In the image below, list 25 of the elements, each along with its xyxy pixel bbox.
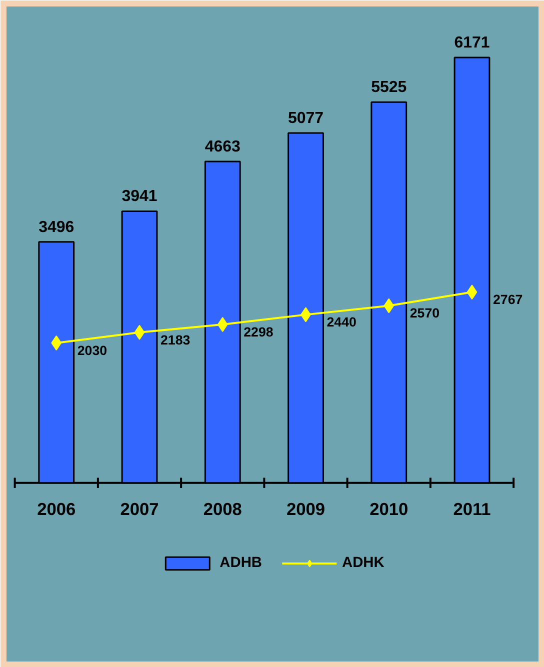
data-label: 3496 [38, 218, 74, 236]
data-label: 2298 [244, 324, 274, 340]
x-tick-label: 2006 [37, 498, 76, 519]
point [466, 284, 478, 300]
data-label: 4663 [204, 138, 241, 156]
legend-label: ADHB [220, 555, 262, 571]
point [134, 324, 145, 340]
x-tick-label: 2009 [286, 498, 326, 519]
point [384, 298, 394, 314]
x-tick-label: 2008 [203, 498, 242, 519]
x-tick-label: 2010 [370, 498, 408, 519]
data-label: 2440 [326, 314, 356, 330]
data-label: 5525 [371, 79, 407, 96]
point [51, 335, 62, 350]
data-label: 5077 [288, 110, 324, 127]
data-label: 2030 [77, 342, 108, 358]
data-label: 2183 [160, 332, 190, 348]
data-label: 3941 [122, 188, 158, 206]
legend-label: ADHK [342, 555, 384, 571]
data-label: 6171 [454, 34, 490, 52]
point [217, 316, 228, 332]
data-label: 2767 [493, 292, 523, 308]
x-tick-label: 2011 [453, 498, 492, 519]
x-tick-label: 2007 [120, 498, 159, 519]
data-label: 2570 [410, 306, 440, 321]
